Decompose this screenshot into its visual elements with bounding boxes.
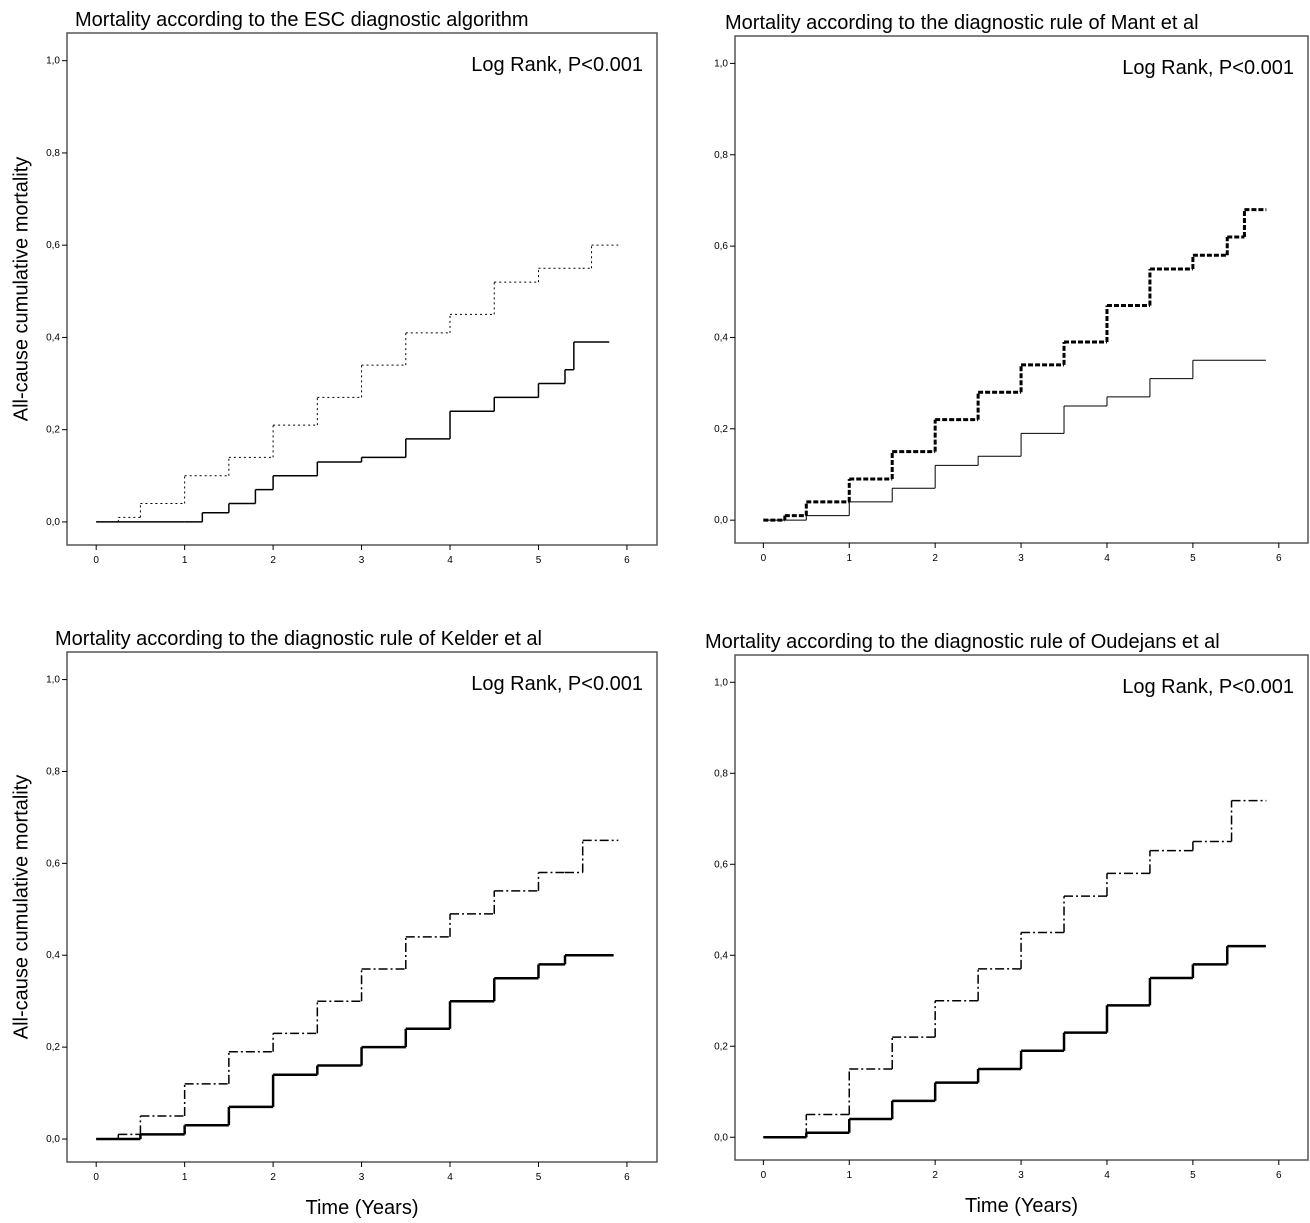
panel: Mortality according to the ESC diagnosti… — [10, 9, 658, 566]
y-tick-label: 0,2 — [46, 425, 60, 436]
x-tick-label: 4 — [447, 1172, 453, 1183]
y-tick-label: 0,6 — [46, 858, 60, 869]
chart-title: Mortality according to the diagnostic ru… — [725, 12, 1199, 34]
y-tick-label: 0,0 — [714, 1132, 728, 1143]
plot-frame — [734, 654, 1309, 1161]
y-tick-label: 0,0 — [714, 515, 728, 526]
chart-title: Mortality according to the diagnostic ru… — [55, 628, 542, 650]
x-tick-label: 3 — [359, 1172, 365, 1183]
y-tick-label: 0,4 — [46, 332, 60, 343]
plot-frame — [734, 35, 1309, 544]
x-axis-label: Time (Years) — [965, 1195, 1078, 1217]
x-tick-label: 5 — [1190, 553, 1196, 564]
x-tick-label: 2 — [932, 1170, 938, 1181]
annotation: Log Rank, P<0.001 — [471, 54, 643, 76]
annotation: Log Rank, P<0.001 — [1122, 676, 1294, 698]
y-tick-label: 0,8 — [46, 766, 60, 777]
y-tick-label: 0,6 — [714, 241, 728, 252]
x-tick-label: 0 — [761, 1170, 767, 1181]
y-tick-label: 0,0 — [46, 517, 60, 528]
y-tick-label: 0,6 — [46, 240, 60, 251]
panel: Mortality according to the diagnostic ru… — [705, 631, 1309, 1217]
y-axis-label: All-cause cumulative mortality — [10, 157, 32, 422]
x-tick-label: 4 — [1104, 1170, 1110, 1181]
x-tick-label: 2 — [270, 555, 276, 566]
y-tick-label: 1,0 — [714, 58, 728, 69]
chart-title: Mortality according to the ESC diagnosti… — [75, 9, 529, 31]
x-tick-label: 5 — [1190, 1170, 1196, 1181]
y-tick-label: 0,2 — [46, 1042, 60, 1053]
y-tick-label: 0,8 — [46, 148, 60, 159]
x-tick-label: 5 — [536, 555, 542, 566]
x-tick-label: 3 — [1018, 1170, 1024, 1181]
panel: Mortality according to the diagnostic ru… — [714, 12, 1309, 564]
x-tick-label: 2 — [270, 1172, 276, 1183]
panel: Mortality according to the diagnostic ru… — [10, 628, 658, 1219]
y-tick-label: 0,2 — [714, 1041, 728, 1052]
y-tick-label: 0,8 — [714, 150, 728, 161]
annotation: Log Rank, P<0.001 — [1122, 57, 1294, 79]
x-tick-label: 6 — [624, 555, 630, 566]
y-tick-label: 0,8 — [714, 768, 728, 779]
x-tick-label: 4 — [1104, 553, 1110, 564]
x-tick-label: 6 — [1276, 1170, 1282, 1181]
y-tick-label: 0,0 — [46, 1134, 60, 1145]
plot-frame — [66, 651, 658, 1163]
chart-title: Mortality according to the diagnostic ru… — [705, 631, 1220, 653]
y-tick-label: 1,0 — [46, 56, 60, 67]
x-tick-label: 6 — [624, 1172, 630, 1183]
x-tick-label: 1 — [182, 1172, 188, 1183]
x-tick-label: 3 — [359, 555, 365, 566]
y-tick-label: 1,0 — [714, 677, 728, 688]
x-tick-label: 0 — [93, 555, 99, 566]
x-tick-label: 1 — [182, 555, 188, 566]
y-tick-label: 1,0 — [46, 675, 60, 686]
plot-frame — [66, 32, 658, 546]
y-tick-label: 0,4 — [46, 950, 60, 961]
y-tick-label: 0,2 — [714, 424, 728, 435]
x-tick-label: 3 — [1018, 553, 1024, 564]
y-tick-label: 0,4 — [714, 950, 728, 961]
x-tick-label: 6 — [1276, 553, 1282, 564]
x-tick-label: 5 — [536, 1172, 542, 1183]
annotation: Log Rank, P<0.001 — [471, 673, 643, 695]
x-axis-label: Time (Years) — [306, 1197, 419, 1219]
y-tick-label: 0,4 — [714, 332, 728, 343]
x-tick-label: 0 — [761, 553, 767, 564]
x-tick-label: 1 — [846, 1170, 852, 1181]
x-tick-label: 1 — [846, 553, 852, 564]
x-tick-label: 2 — [932, 553, 938, 564]
x-tick-label: 0 — [93, 1172, 99, 1183]
y-tick-label: 0,6 — [714, 859, 728, 870]
x-tick-label: 4 — [447, 555, 453, 566]
y-axis-label: All-cause cumulative mortality — [10, 775, 32, 1040]
